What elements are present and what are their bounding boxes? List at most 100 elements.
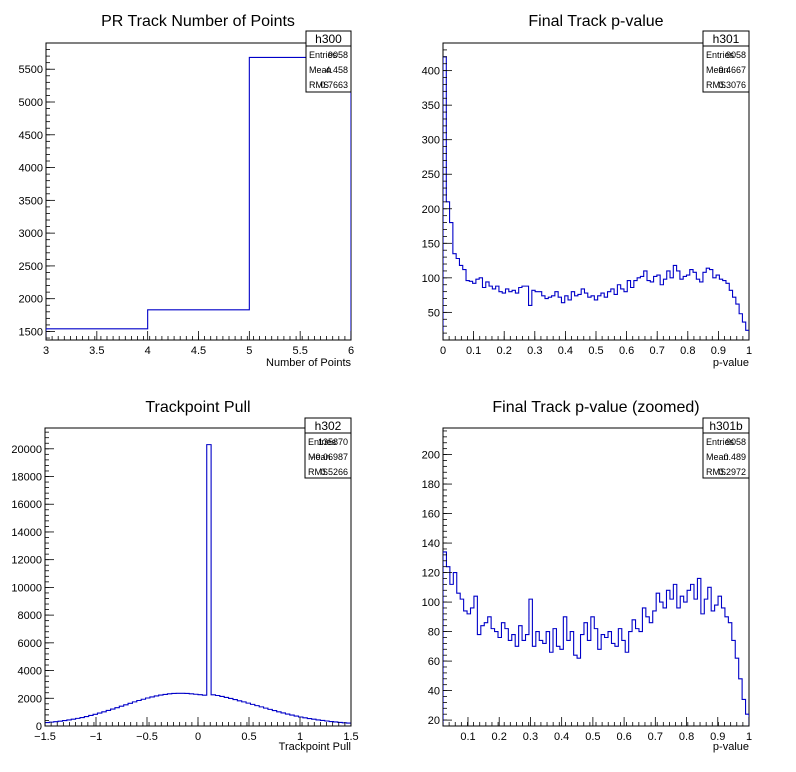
histogram-bins xyxy=(443,551,749,726)
stats-box-frame xyxy=(305,30,352,93)
histogram-bin xyxy=(718,596,721,726)
histogram-bin xyxy=(615,646,618,726)
y-tick-label: 5500 xyxy=(19,64,43,76)
histogram-bin xyxy=(552,296,555,340)
x-tick-label: 0.4 xyxy=(554,731,569,743)
x-tick-label: −1 xyxy=(90,731,103,743)
histogram-bin xyxy=(211,695,215,726)
stats-rms-label: RMS xyxy=(706,467,726,477)
y-tick-label: 60 xyxy=(428,656,440,668)
histogram-bin xyxy=(663,279,666,340)
histogram-bin xyxy=(264,708,268,726)
stats-entries-value: 9058 xyxy=(726,437,746,447)
stats-mean-label: Mean xyxy=(309,65,332,75)
y-tick-label: 140 xyxy=(422,538,440,550)
histogram-bin xyxy=(496,286,499,340)
y-tick-label: 10000 xyxy=(11,582,42,594)
y-tick-label: 8000 xyxy=(18,610,42,622)
chart-panel-1: PR Track Number of Points 3 3.5 4 4.5 5 5.5 6Nu… xyxy=(19,13,355,369)
histogram-bin xyxy=(119,706,123,726)
histogram-bin xyxy=(581,289,584,340)
histogram-bin xyxy=(611,289,614,340)
y-axis: 0 2000 4000 6000 8000 10000 12000 14000 16000 180… xyxy=(11,431,54,733)
y-tick-label: 100 xyxy=(422,597,440,609)
histogram-bin xyxy=(640,276,643,340)
histogram-bin xyxy=(529,305,532,340)
histogram-bin xyxy=(220,696,224,726)
x-tick-label: 0.5 xyxy=(585,731,600,743)
histogram-bin xyxy=(591,296,594,340)
histogram-bin xyxy=(719,279,722,340)
x-tick-label: 0.3 xyxy=(523,731,538,743)
y-tick-label: 4000 xyxy=(19,163,43,175)
histogram-bin xyxy=(654,276,657,340)
histogram-bin xyxy=(636,629,639,726)
y-tick-label: 80 xyxy=(428,627,440,639)
histogram-bin xyxy=(477,635,480,726)
histogram-bin xyxy=(667,271,670,340)
histogram-bin xyxy=(713,278,716,340)
histogram-bin xyxy=(684,602,687,726)
y-tick-label: 1500 xyxy=(19,326,43,338)
histogram-bin xyxy=(575,296,578,340)
histogram-bin xyxy=(453,254,456,340)
chart-panel-4: Final Track p-value (zoomed) 0.1 0.2 0.3 0.4… xyxy=(422,399,752,753)
x-tick-label: 1.5 xyxy=(343,731,358,743)
histogram-bin xyxy=(137,700,141,726)
y-tick-label: 2000 xyxy=(19,294,43,306)
histogram-bin xyxy=(255,706,259,726)
histogram-bin xyxy=(644,271,647,340)
histogram-bin xyxy=(515,293,518,340)
histogram-bin xyxy=(666,590,669,726)
histogram-bin xyxy=(680,596,683,726)
y-tick-label: 18000 xyxy=(11,472,42,484)
stats-rms-value: 0.3076 xyxy=(718,80,746,90)
y-tick-label: 20000 xyxy=(11,444,42,456)
histogram-bin xyxy=(334,722,338,726)
histogram-bin xyxy=(723,281,726,340)
y-tick-label: 16000 xyxy=(11,499,42,511)
stats-entries-value: 135870 xyxy=(318,437,348,447)
y-tick-label: 20 xyxy=(428,715,440,727)
y-tick-label: 3500 xyxy=(19,195,43,207)
histogram-bin xyxy=(325,721,329,726)
histogram-bin xyxy=(489,286,492,340)
x-tick-label: 0.3 xyxy=(527,345,542,357)
histogram-bin xyxy=(656,593,659,726)
x-tick-label: 3 xyxy=(43,345,49,357)
histogram-bin xyxy=(649,623,652,726)
histogram-bin xyxy=(467,614,470,726)
histogram-bin xyxy=(215,696,219,726)
histogram-bin xyxy=(207,445,211,726)
stats-rms-label: RMS xyxy=(308,467,328,477)
histogram-bin xyxy=(473,283,476,340)
histogram-bin xyxy=(696,279,699,340)
stats-box-frame xyxy=(702,30,750,93)
x-tick-label: −1.5 xyxy=(34,731,56,743)
y-tick-label: 2000 xyxy=(18,693,42,705)
histogram-bin xyxy=(587,640,590,726)
y-tick-label: 4000 xyxy=(18,666,42,678)
y-tick-label: 50 xyxy=(428,307,440,319)
histogram-bin xyxy=(167,694,171,726)
histogram-bin xyxy=(456,258,459,340)
x-tick-label: 0.9 xyxy=(711,345,726,357)
histogram-bin xyxy=(453,573,456,726)
x-tick-label: 1 xyxy=(746,731,752,743)
stats-mean-value: 4.458 xyxy=(325,65,348,75)
histogram-bin xyxy=(614,294,617,340)
x-tick-label: 0.2 xyxy=(497,345,512,357)
x-tick-label: 0.2 xyxy=(492,731,507,743)
histogram-bin xyxy=(499,292,502,340)
x-axis-label: p-value xyxy=(713,741,749,753)
histogram-bin xyxy=(202,695,206,726)
histogram-bin xyxy=(522,640,525,726)
histogram-bin xyxy=(457,593,460,726)
histogram-bin xyxy=(294,716,298,726)
histogram-bin xyxy=(67,720,71,726)
histogram-bin xyxy=(509,292,512,340)
histogram-bin xyxy=(716,275,719,340)
